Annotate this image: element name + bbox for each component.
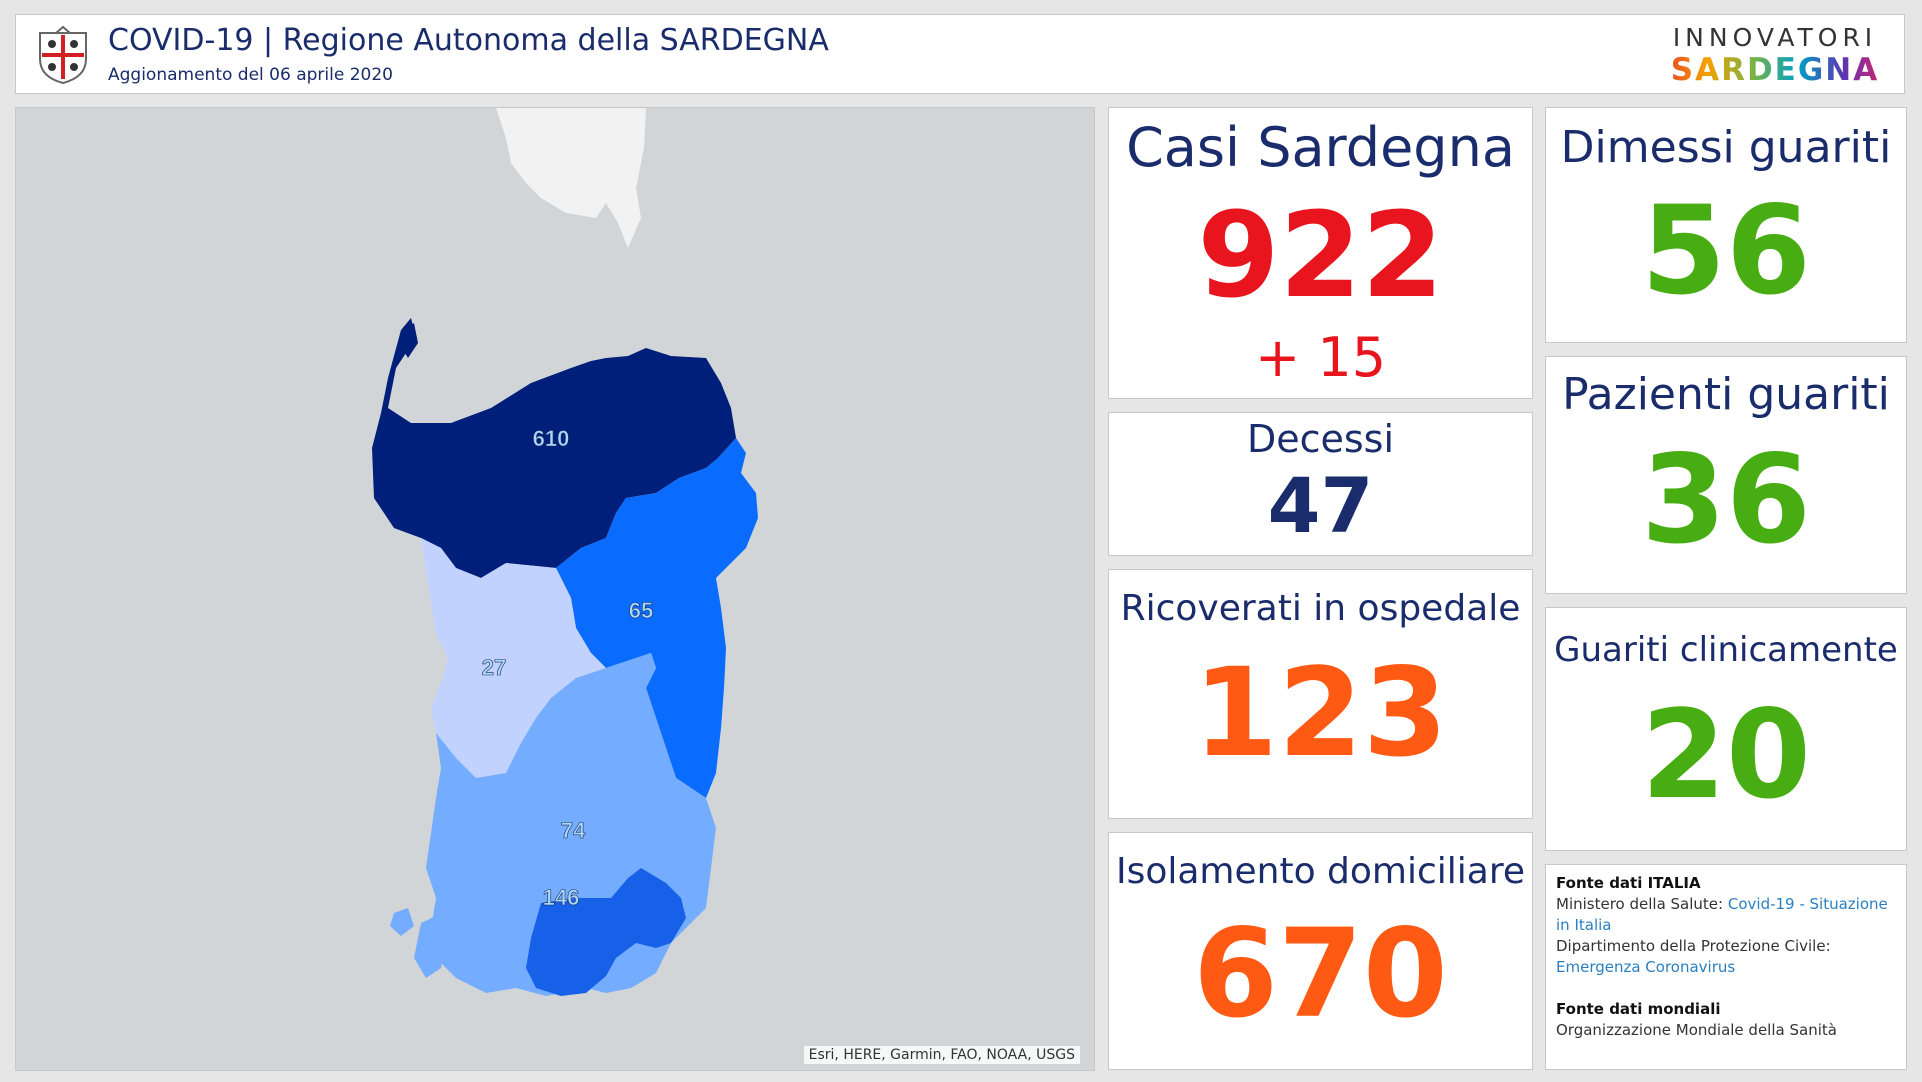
- dimessi-label: Dimessi guariti: [1560, 122, 1892, 173]
- card-guariti-clinicamente: Guariti clinicamente 20: [1545, 607, 1907, 851]
- casi-delta: + 15: [1254, 326, 1387, 389]
- island-sant-antioco: [414, 916, 446, 978]
- pazienti-label: Pazienti guariti: [1562, 369, 1890, 420]
- protezione-line: Dipartimento della Protezione Civile: Em…: [1556, 936, 1896, 978]
- fonte-mondiali-heading: Fonte dati mondiali: [1556, 1000, 1721, 1018]
- region-crest-icon: [39, 25, 87, 85]
- ricoverati-value: 123: [1193, 642, 1448, 784]
- decessi-label: Decessi: [1246, 417, 1395, 461]
- protezione-text: Dipartimento della Protezione Civile:: [1556, 937, 1831, 955]
- logo-text-bottom: SARDEGNA: [1660, 53, 1890, 87]
- clinicamente-label: Guariti clinicamente: [1554, 630, 1898, 670]
- update-date: Aggionamento del 06 aprile 2020: [108, 65, 393, 85]
- casi-value: 922: [1197, 186, 1444, 324]
- province-oristano[interactable]: [421, 538, 606, 778]
- map-label-cagliari: 146: [543, 885, 580, 910]
- logo-text-top: INNOVATORI: [1672, 23, 1878, 52]
- corsica-landmass: [496, 108, 646, 248]
- protezione-link[interactable]: Emergenza Coronavirus: [1556, 958, 1736, 976]
- card-casi-sardegna: Casi Sardegna 922 + 15: [1108, 107, 1533, 399]
- map-label-nuoro: 65: [629, 598, 653, 623]
- decessi-value: 47: [1267, 461, 1374, 550]
- ministero-text: Ministero della Salute:: [1556, 895, 1724, 913]
- pazienti-value: 36: [1641, 429, 1811, 571]
- province-sassari[interactable]: [372, 318, 736, 578]
- card-ricoverati: Ricoverati in ospedale 123: [1108, 569, 1533, 819]
- island-san-pietro: [390, 908, 414, 936]
- innovatori-sardegna-logo[interactable]: INNOVATORI SARDEGNA: [1660, 23, 1890, 89]
- map-label-sassari: 610: [533, 426, 570, 451]
- sources-panel: Fonte dati ITALIA Ministero della Salute…: [1545, 864, 1907, 1070]
- card-decessi: Decessi 47: [1108, 412, 1533, 556]
- island-asinara: [402, 323, 418, 358]
- casi-label: Casi Sardegna: [1126, 116, 1515, 179]
- card-pazienti-guariti: Pazienti guariti 36: [1545, 356, 1907, 594]
- header-bar: COVID-19 | Regione Autonoma della SARDEG…: [15, 14, 1905, 94]
- map-label-sud-sardegna: 74: [561, 818, 586, 843]
- province-nuoro[interactable]: [556, 438, 758, 798]
- map-label-oristano: 27: [482, 655, 506, 680]
- fonte-italia-heading: Fonte dati ITALIA: [1556, 874, 1701, 892]
- card-isolamento: Isolamento domiciliare 670: [1108, 832, 1533, 1070]
- map-attribution[interactable]: Esri, HERE, Garmin, FAO, NOAA, USGS: [803, 1046, 1080, 1064]
- ricoverati-label: Ricoverati in ospedale: [1120, 588, 1521, 629]
- isolamento-value: 670: [1193, 903, 1448, 1045]
- province-cagliari[interactable]: [526, 868, 686, 996]
- oms-text: Organizzazione Mondiale della Sanità: [1556, 1021, 1837, 1039]
- ministero-link[interactable]: Covid-19 - Situazione in Italia: [1556, 895, 1888, 934]
- clinicamente-value: 20: [1641, 684, 1811, 826]
- card-dimessi-guariti: Dimessi guariti 56: [1545, 107, 1907, 343]
- dimessi-value: 56: [1641, 180, 1811, 322]
- sardinia-map[interactable]: 610 65 27 74 146 Esri, HERE, Garmin, FAO…: [15, 107, 1095, 1071]
- isolamento-label: Isolamento domiciliare: [1115, 851, 1526, 892]
- ministero-line: Ministero della Salute: Covid-19 - Situa…: [1556, 894, 1896, 936]
- page-title: COVID-19 | Regione Autonoma della SARDEG…: [108, 23, 829, 58]
- spacer: [1556, 978, 1896, 999]
- map-canvas: 610 65 27 74 146: [372, 108, 758, 996]
